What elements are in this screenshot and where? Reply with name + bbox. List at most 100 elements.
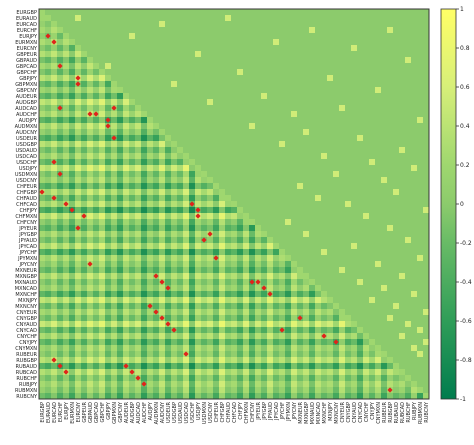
heatmap-cell — [381, 213, 388, 220]
heatmap-cell — [147, 87, 154, 94]
heatmap-cell — [387, 117, 394, 124]
heatmap-cell — [351, 207, 358, 214]
heatmap-cell — [267, 39, 274, 46]
heatmap-cell — [45, 321, 52, 328]
heatmap-cell — [69, 327, 76, 334]
row-tick-label: AUDJPY — [19, 118, 38, 124]
heatmap-cell — [309, 219, 316, 226]
heatmap-cell — [45, 387, 52, 394]
heatmap-cell — [165, 219, 172, 226]
heatmap-cell — [237, 27, 244, 34]
heatmap-cell — [333, 345, 340, 352]
heatmap-cell — [273, 51, 280, 58]
heatmap-cell — [87, 339, 94, 346]
heatmap-cell — [285, 135, 292, 142]
heatmap-cell — [387, 357, 394, 364]
heatmap-cell — [123, 207, 130, 214]
heatmap-cell — [45, 171, 52, 178]
heatmap-cell — [81, 393, 88, 400]
heatmap-cell — [363, 183, 370, 190]
heatmap-cell — [381, 225, 388, 232]
heatmap-cell — [231, 285, 238, 292]
heatmap-cell — [51, 261, 58, 268]
heatmap-cell — [75, 117, 82, 124]
heatmap-cell — [237, 177, 244, 184]
heatmap-cell — [39, 351, 46, 358]
row-tick-label: JPYCAD — [18, 244, 37, 250]
row-tick-label: JPYGBP — [18, 232, 37, 238]
heatmap-cell — [207, 381, 214, 388]
heatmap-cell — [153, 177, 160, 184]
heatmap-cell — [141, 393, 148, 400]
heatmap-cell — [387, 93, 394, 100]
heatmap-cell — [285, 351, 292, 358]
heatmap-cell — [363, 111, 370, 118]
heatmap-cell — [213, 363, 220, 370]
heatmap-cell — [105, 285, 112, 292]
heatmap-cell — [339, 303, 346, 310]
heatmap-cell — [357, 87, 364, 94]
heatmap-cell — [297, 321, 304, 328]
heatmap-cell — [165, 315, 172, 322]
heatmap-cell — [243, 177, 250, 184]
heatmap-cell — [201, 81, 208, 88]
heatmap-cell — [45, 315, 52, 322]
heatmap-cell — [291, 237, 298, 244]
heatmap-cell — [45, 105, 52, 112]
heatmap-cell — [207, 267, 214, 274]
heatmap-cell — [297, 9, 304, 16]
heatmap-cell — [165, 9, 172, 16]
heatmap-cell — [273, 225, 280, 232]
heatmap-cell — [123, 63, 130, 70]
heatmap-cell — [177, 189, 184, 196]
heatmap-cell — [339, 189, 346, 196]
heatmap-cell — [105, 315, 112, 322]
heatmap-cell — [111, 309, 118, 316]
colorbar-tick-labels: 10.80.60.40.20-0.2-0.4-0.6-0.8-1 — [456, 6, 472, 403]
heatmap-cell — [45, 393, 52, 400]
heatmap-cell — [195, 195, 202, 202]
heatmap-cell — [123, 105, 130, 112]
heatmap-cell — [267, 27, 274, 34]
heatmap-cell — [321, 219, 328, 226]
heatmap-cell — [411, 195, 418, 202]
heatmap-cell — [123, 369, 130, 376]
heatmap-cell — [363, 315, 370, 322]
heatmap-cell — [411, 9, 418, 16]
heatmap-cell — [231, 117, 238, 124]
heatmap-cell — [207, 15, 214, 22]
heatmap-cell — [285, 327, 292, 334]
heatmap-cell — [399, 225, 406, 232]
heatmap-cell — [345, 213, 352, 220]
heatmap-cell — [423, 135, 430, 142]
heatmap-cell — [339, 183, 346, 190]
heatmap-cell — [135, 147, 142, 154]
heatmap-cell — [411, 21, 418, 28]
heatmap-cell — [153, 63, 160, 70]
heatmap-cell — [219, 39, 226, 46]
heatmap-cell — [117, 279, 124, 286]
heatmap-cell — [219, 153, 226, 160]
heatmap-cell — [171, 21, 178, 28]
heatmap-cell — [333, 147, 340, 154]
heatmap-cell — [135, 363, 142, 370]
heatmap-cell — [165, 57, 172, 64]
heatmap-cell — [423, 381, 430, 388]
significance-marker — [255, 279, 261, 285]
column-tick-label: JPYGBP — [262, 402, 268, 421]
heatmap-cell — [117, 69, 124, 76]
heatmap-cell — [171, 105, 178, 112]
heatmap-cell — [105, 375, 112, 382]
heatmap-cell — [183, 171, 190, 178]
heatmap-cell — [51, 267, 58, 274]
heatmap-cell — [369, 381, 376, 388]
heatmap-cell — [333, 153, 340, 160]
heatmap-cell — [225, 267, 232, 274]
heatmap-cell — [363, 33, 370, 40]
heatmap-cell — [219, 165, 226, 172]
heatmap-cell — [285, 219, 292, 226]
heatmap-cell — [75, 87, 82, 94]
heatmap-cell — [147, 297, 154, 304]
heatmap-cell — [195, 303, 202, 310]
heatmap-cell — [225, 255, 232, 262]
